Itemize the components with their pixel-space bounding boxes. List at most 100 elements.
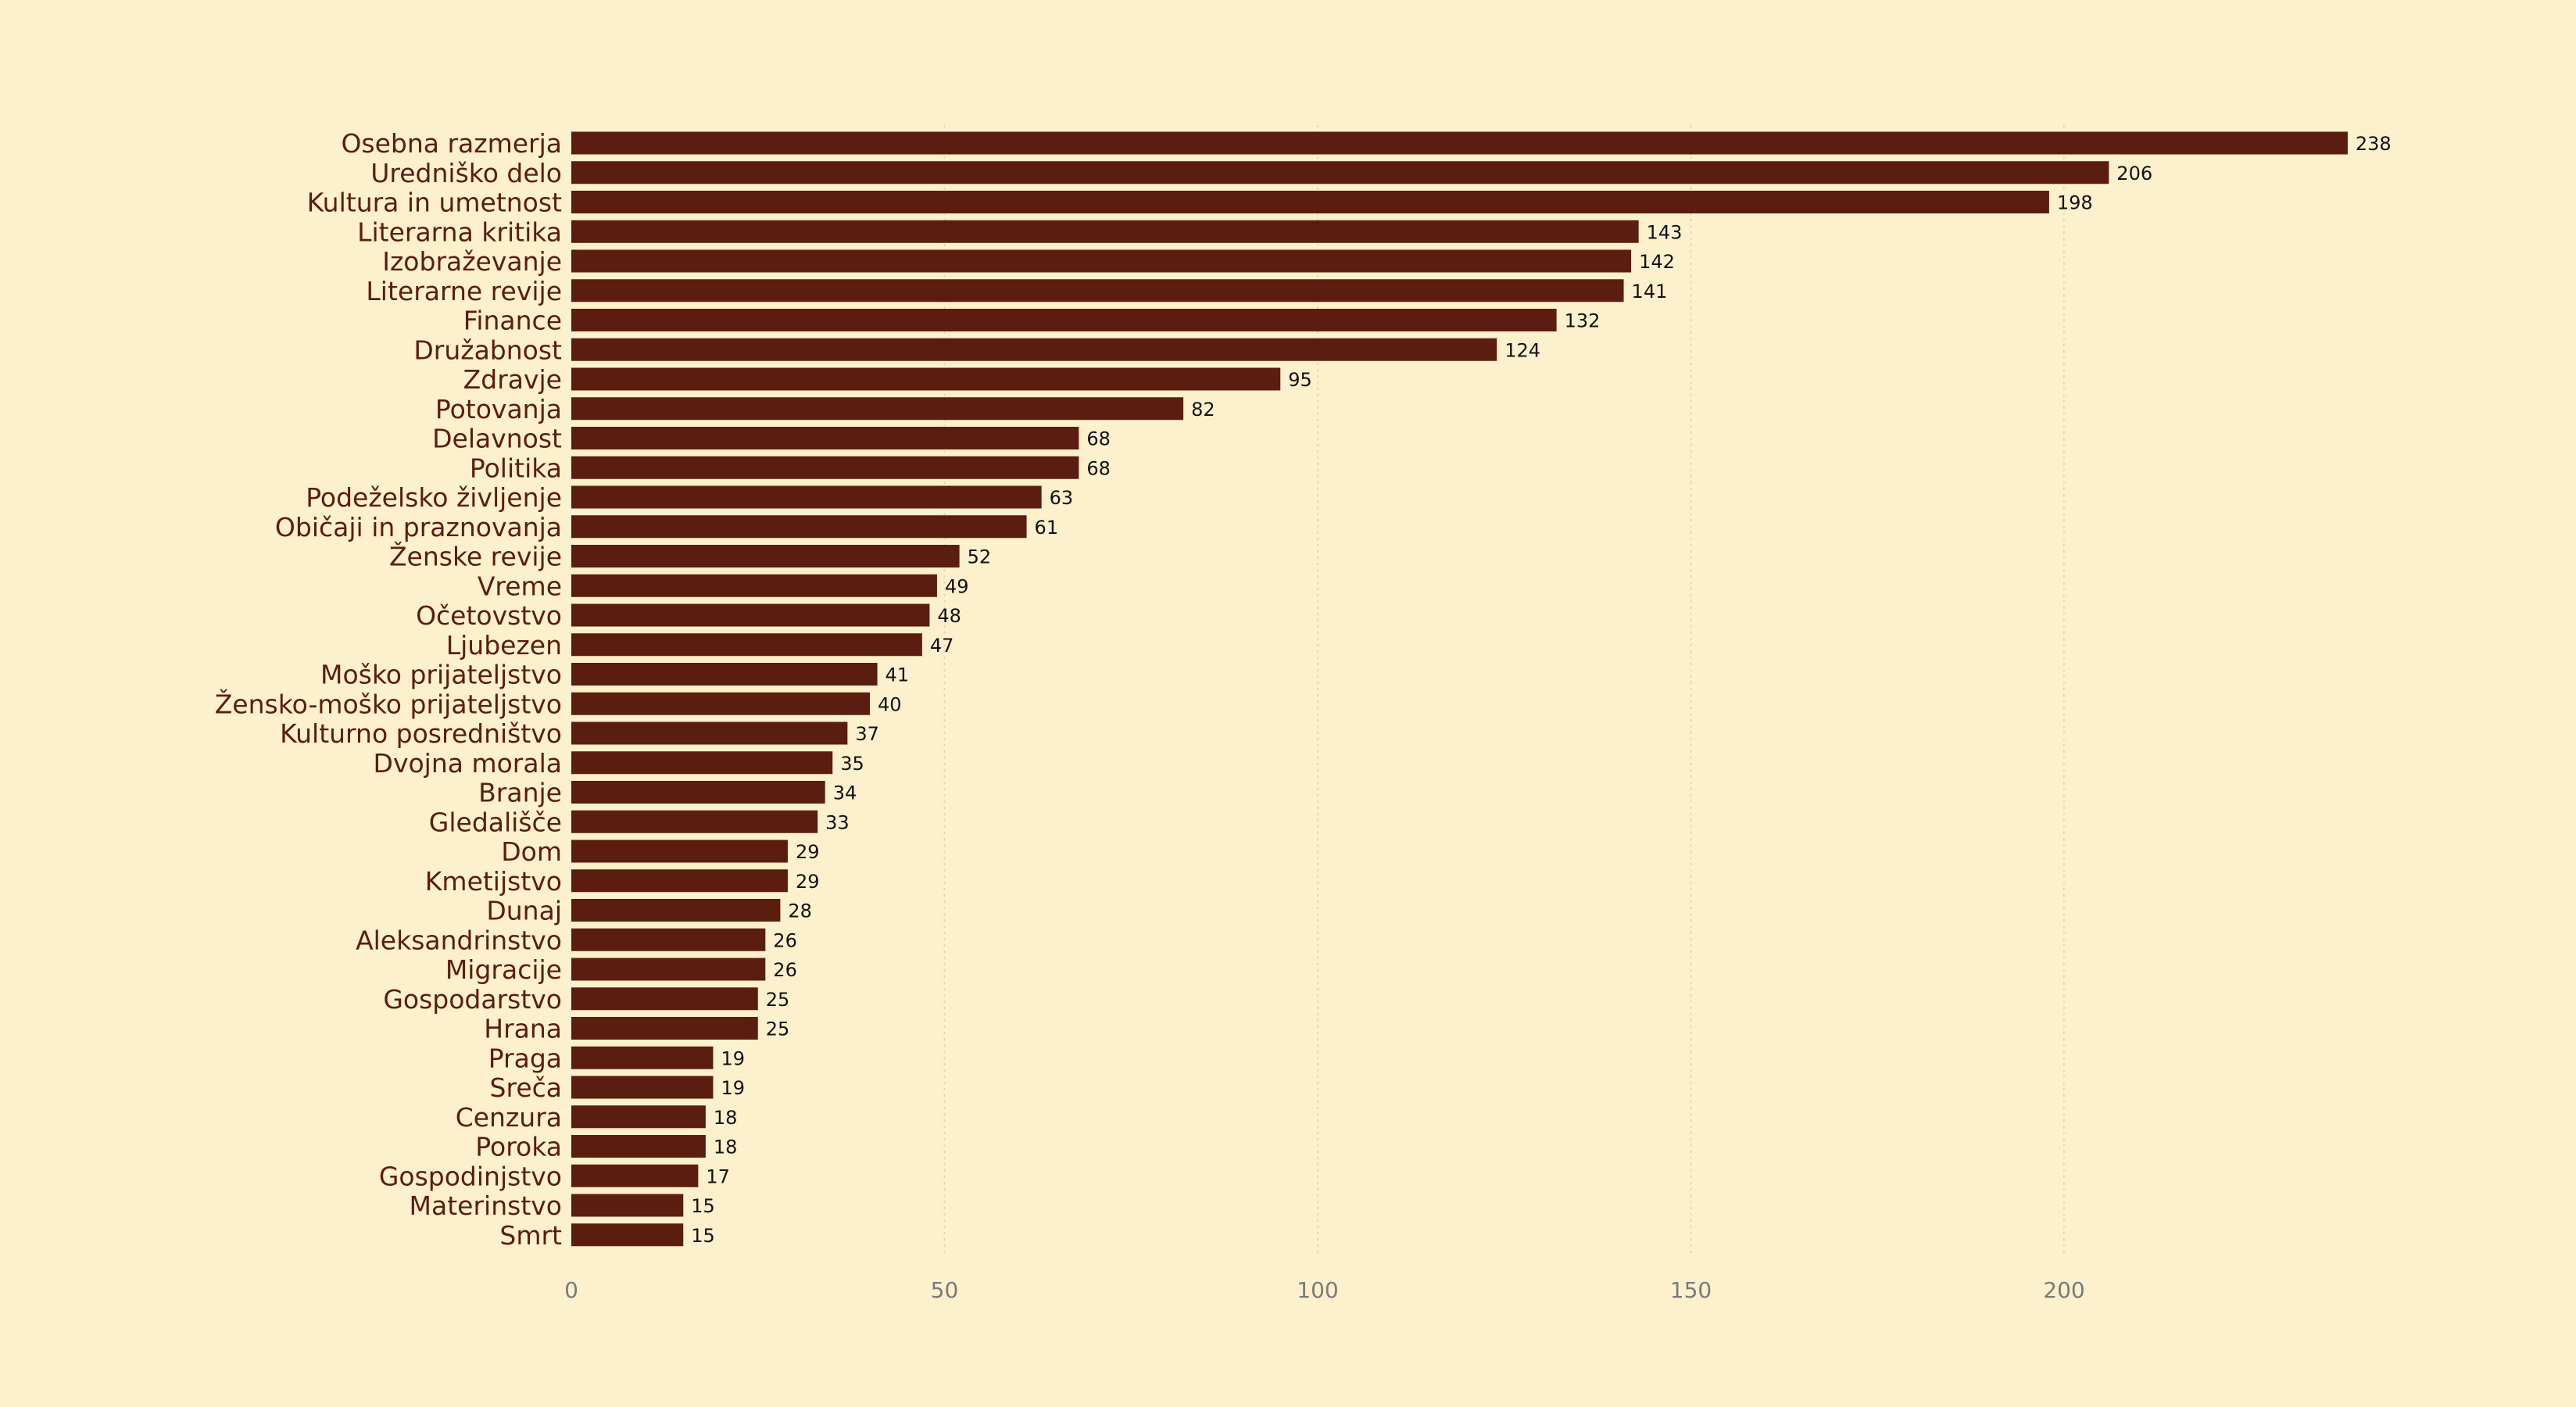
value-label: 48 — [937, 605, 961, 627]
value-label: 26 — [773, 959, 797, 981]
category-label: Materinstvo — [410, 1190, 562, 1221]
value-label: 41 — [886, 664, 910, 686]
bar — [571, 1223, 684, 1247]
bar — [571, 633, 922, 657]
category-label: Poroka — [475, 1132, 562, 1162]
bar — [571, 397, 1184, 421]
value-label: 37 — [855, 723, 879, 745]
category-label: Branje — [478, 778, 562, 808]
bar — [571, 840, 788, 863]
bar — [571, 367, 1281, 391]
value-label: 47 — [930, 635, 954, 657]
value-label: 198 — [2057, 192, 2093, 214]
category-label: Literarna kritika — [357, 217, 562, 247]
value-label: 18 — [714, 1137, 738, 1158]
bar — [571, 279, 1624, 303]
bar — [571, 1164, 699, 1187]
category-label: Žensko-moško prijateljstvo — [215, 688, 562, 719]
value-label: 28 — [788, 900, 812, 922]
bar — [571, 751, 833, 775]
value-label: 40 — [878, 693, 902, 715]
category-label: Vreme — [478, 571, 562, 601]
bar — [571, 249, 1632, 273]
x-tick-label: 50 — [931, 1277, 959, 1303]
category-label: Sreča — [490, 1072, 562, 1103]
value-label: 29 — [796, 871, 820, 893]
value-label: 19 — [721, 1047, 745, 1069]
x-tick-label: 0 — [564, 1277, 578, 1303]
value-label: 49 — [945, 575, 969, 597]
value-label: 61 — [1035, 517, 1059, 539]
category-label: Očetovstvo — [416, 600, 562, 631]
bar — [571, 485, 1042, 509]
bar — [571, 191, 2049, 213]
value-label: 206 — [2116, 163, 2152, 184]
value-label: 19 — [721, 1077, 745, 1099]
value-label: 25 — [766, 989, 790, 1011]
bar — [571, 515, 1027, 539]
bar — [571, 1076, 714, 1099]
category-label: Dunaj — [486, 896, 562, 926]
value-label: 63 — [1050, 487, 1074, 509]
category-label: Kulturno posredništvo — [280, 718, 562, 749]
x-axis-ticks: 0 50 100 150 200 — [564, 1277, 2085, 1303]
category-label: Podeželsko življenje — [306, 482, 562, 513]
category-label: Kultura in umetnost — [307, 188, 562, 218]
bar — [571, 1046, 714, 1069]
category-label: Kmetijstvo — [425, 866, 562, 897]
bar — [571, 781, 825, 804]
category-label: Družabnost — [413, 335, 562, 365]
category-label: Običaji in praznovanja — [275, 512, 562, 542]
category-label: Gospodarstvo — [383, 984, 562, 1015]
category-label: Gospodinjstvo — [379, 1161, 562, 1191]
bar — [571, 427, 1079, 449]
category-label: Potovanja — [435, 394, 562, 424]
bar — [571, 928, 766, 951]
bar — [571, 603, 930, 627]
value-label: 95 — [1288, 369, 1312, 391]
category-label: Finance — [463, 306, 562, 336]
bar — [571, 161, 2109, 184]
bar — [571, 1017, 758, 1040]
category-label: Gledališče — [429, 807, 562, 837]
value-label: 25 — [766, 1019, 790, 1040]
value-label: 26 — [773, 929, 797, 951]
category-label: Politika — [470, 453, 562, 483]
value-label: 35 — [840, 753, 864, 775]
bar — [571, 692, 870, 715]
bar — [571, 338, 1497, 361]
x-tick-label: 100 — [1297, 1277, 1338, 1303]
value-label: 15 — [691, 1195, 715, 1217]
category-label: Moško prijateljstvo — [320, 660, 562, 690]
bar — [571, 1135, 706, 1158]
bar — [571, 131, 2348, 155]
bar — [571, 309, 1557, 331]
value-label: 82 — [1191, 399, 1215, 421]
bar — [571, 545, 960, 567]
category-label: Izobraževanje — [382, 246, 562, 277]
bar — [571, 663, 878, 686]
category-label: Migracije — [445, 954, 562, 985]
bar — [571, 574, 937, 597]
bar — [571, 899, 781, 922]
x-tick-label: 200 — [2043, 1277, 2084, 1303]
category-label: Aleksandrinstvo — [356, 925, 562, 955]
value-label: 18 — [714, 1107, 738, 1129]
bar — [571, 220, 1639, 243]
category-label: Ljubezen — [446, 630, 562, 661]
value-labels: 238 206 198 143 142 141 132 124 95 82 68 68 63 61 52 49… — [691, 133, 2391, 1247]
value-label: 15 — [691, 1225, 715, 1247]
category-label: Cenzura — [456, 1102, 562, 1133]
category-label: Ženske revije — [389, 541, 562, 572]
value-label: 132 — [1565, 310, 1601, 332]
value-label: 124 — [1504, 339, 1540, 361]
category-label: Osebna razmerja — [341, 128, 562, 159]
value-label: 34 — [833, 782, 857, 804]
bar — [571, 958, 766, 981]
x-tick-label: 150 — [1670, 1277, 1712, 1303]
value-label: 141 — [1632, 281, 1668, 303]
category-label: Praga — [488, 1043, 562, 1073]
